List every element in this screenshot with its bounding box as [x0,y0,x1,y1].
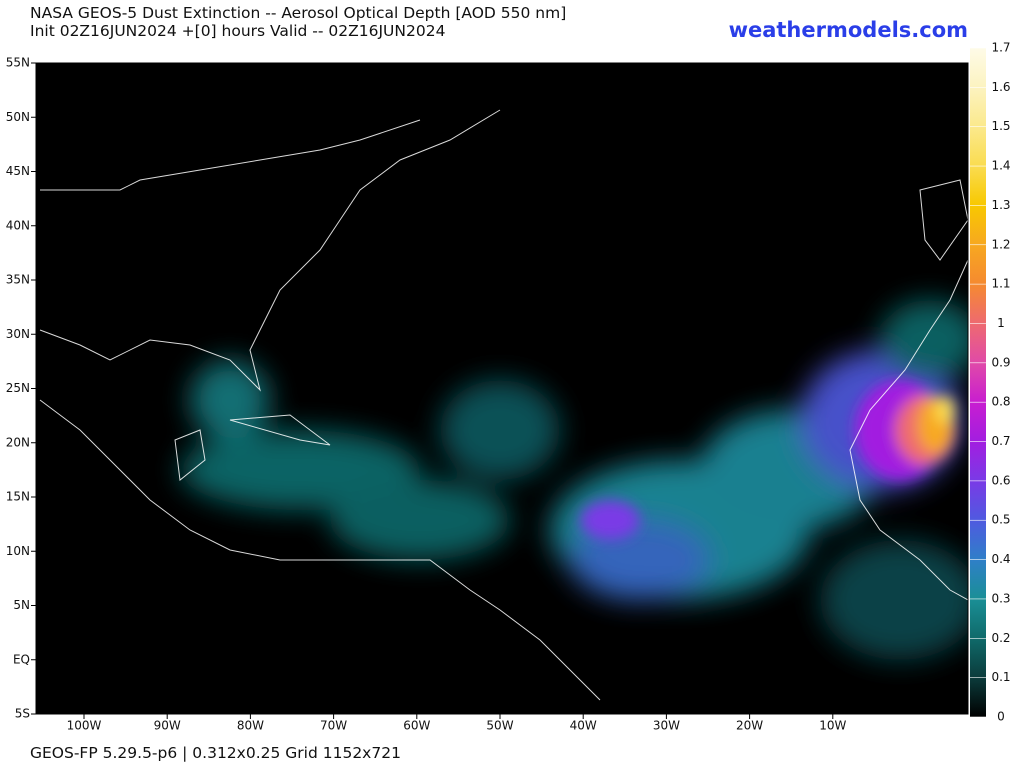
colorbar-label: 1.7 [991,41,1010,55]
subtitle: Init 02Z16JUN2024 +[0] hours Valid -- 02… [30,22,446,40]
lon-label: 100W [67,719,102,733]
lon-label: 70W [320,719,347,733]
colorbar-label: 1.2 [991,237,1010,251]
lon-label: 10W [819,719,846,733]
colorbar-label: 1.4 [991,159,1010,173]
colorbar-scale [970,48,986,717]
lat-label: EQ [13,652,30,666]
colorbar-label: 1.6 [991,80,1010,94]
colorbar-label: 1.1 [991,277,1010,291]
lon-label: 60W [403,719,430,733]
colorbar-label: 1.3 [991,198,1010,212]
colorbar-label: 0.2 [991,631,1010,645]
footer: GEOS-FP 5.29.5-p6 | 0.312x0.25 Grid 1152… [30,744,401,762]
colorbar-label: 1.5 [991,119,1010,133]
colorbar-label: 0.9 [991,355,1010,369]
lon-label: 80W [237,719,264,733]
lat-label: 35N [6,273,30,287]
colorbar-label: 0.8 [991,395,1010,409]
site-link[interactable]: weathermodels.com [728,18,968,42]
lat-label: 15N [6,490,30,504]
colorbar-label: 0.3 [991,591,1010,605]
colorbar-label: 0.4 [991,552,1010,566]
lat-label: 30N [6,327,30,341]
lon-label: 90W [154,719,181,733]
lat-label: 25N [6,381,30,395]
lon-label: 30W [653,719,680,733]
lat-label: 5N [13,598,30,612]
dust-field [39,109,968,701]
lat-label: 20N [6,435,30,449]
lon-label: 40W [570,719,597,733]
colorbar-label: 1 [997,316,1005,330]
colorbar-label: 0.7 [991,434,1010,448]
colorbar: 0 0.1 0.2 0.3 0.4 0.5 0.6 0.7 0.8 0.9 1 1.1 1.2 1.3 1.… [970,41,1011,724]
lon-label: 50W [486,719,513,733]
lat-label: 50N [6,110,30,124]
colorbar-label: 0 [997,710,1005,724]
lat-label: 10N [6,544,30,558]
colorbar-label: 0.5 [991,513,1010,527]
lon-label: 20W [736,719,763,733]
lat-label: 55N [6,56,30,70]
lat-label: 5S [15,707,30,721]
lat-label: 40N [6,218,30,232]
colorbar-label: 0.1 [991,670,1010,684]
title: NASA GEOS-5 Dust Extinction -- Aerosol O… [30,4,567,22]
lat-label: 45N [6,164,30,178]
colorbar-label: 0.6 [991,473,1010,487]
